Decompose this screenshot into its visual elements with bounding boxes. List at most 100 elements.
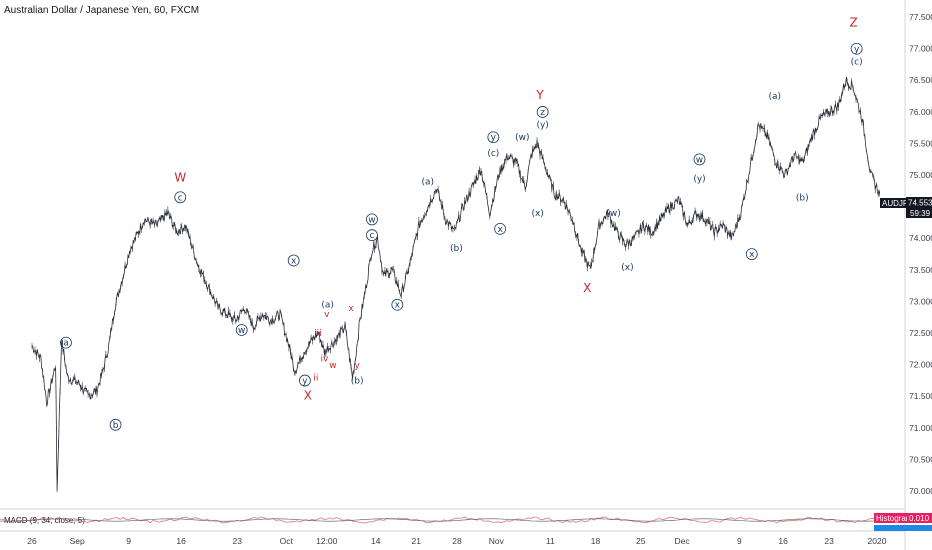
wave-label-text: y [491, 133, 497, 143]
wave-label: w [693, 153, 706, 166]
price-series [31, 77, 881, 493]
wave-label: a [60, 336, 72, 349]
wave-label-text: x [291, 256, 297, 266]
histogram-label: Histogram [876, 514, 913, 523]
symbol-tag: AUDJPY [882, 199, 914, 208]
wave-label: (b) [450, 244, 463, 254]
wave-circle [693, 153, 706, 166]
time-axis[interactable]: 26 Sep 9 16 23 Oct 12:00 14 21 28 Nov 11 18 25 Dec 9 16 2… [27, 536, 886, 546]
last-price-value: 74.553 [908, 199, 932, 208]
y-tick-label: 71.500 [909, 391, 932, 401]
y-tick-label: 75.000 [909, 170, 932, 180]
wave-label-text: (w) [515, 133, 529, 143]
wave-label: (c) [487, 149, 499, 159]
wave-label: (y) [693, 174, 705, 184]
x-tick-label: 23 [824, 536, 834, 546]
wave-label-text: (b) [351, 377, 364, 387]
wave-label: z [536, 106, 549, 118]
wave-label: Y [535, 88, 544, 102]
wave-circle [366, 229, 378, 242]
wave-label: y [299, 374, 311, 387]
x-tick-label: 11 [546, 536, 555, 546]
x-tick-label: 28 [452, 536, 462, 546]
wave-label-text: (y) [693, 174, 705, 184]
x-tick-label: 2020 [868, 536, 887, 546]
wave-label-text: c [178, 193, 183, 203]
wave-label-text: y [355, 361, 361, 371]
wave-circle [745, 248, 758, 261]
wave-circle [536, 106, 549, 118]
bar-countdown: 59:39 [910, 209, 931, 218]
wave-label-text: X [304, 388, 312, 402]
wave-label-text: (b) [796, 193, 809, 203]
y-tick-label: 73.500 [909, 265, 932, 275]
histogram-value-box [907, 513, 932, 523]
wave-label-text: y [854, 45, 860, 55]
wave-label-text: (x) [531, 209, 543, 219]
x-tick-label: 21 [412, 536, 422, 546]
wave-label: (b) [796, 193, 809, 203]
wave-label: y [850, 42, 863, 55]
wave-circle [391, 298, 404, 311]
wave-label-text: Z [850, 15, 858, 29]
x-tick-label: Nov [489, 536, 505, 546]
wave-label: w [235, 324, 248, 336]
wave-label: y [487, 131, 500, 143]
y-tick-label: 75.500 [909, 138, 932, 148]
wave-label: X [583, 281, 591, 295]
wave-circle [60, 336, 72, 349]
wave-label: Z [850, 15, 858, 29]
histogram-value: 0.010 [909, 514, 930, 523]
x-tick-label: 18 [591, 536, 601, 546]
wave-label: (x) [531, 209, 543, 219]
wave-label-text: w [368, 215, 375, 225]
macd-pane: MACD (9, 34, close, 5) Histogram 0.010 [0, 513, 932, 531]
y-tick-label: 73.000 [909, 296, 932, 306]
wave-label-text: w [238, 326, 245, 336]
y-tick-label: 74.000 [909, 233, 932, 243]
wave-label-text: x [497, 225, 503, 235]
wave-label-text: y [302, 377, 308, 387]
wave-label-text: Y [535, 88, 544, 102]
y-tick-label: 76.500 [909, 75, 932, 85]
wave-label-text: x [395, 301, 401, 311]
x-tick-label: Sep [70, 536, 85, 546]
wave-label: iii [314, 329, 322, 339]
x-tick-label: 23 [233, 536, 243, 546]
wave-label: w [329, 361, 336, 371]
wave-label: x [494, 222, 507, 235]
y-tick-label: 71.000 [909, 423, 932, 433]
wave-label-text: x [348, 304, 354, 314]
y-tick-label: 72.500 [909, 328, 932, 338]
wave-label-text: w [696, 155, 703, 165]
wave-label: (x) [621, 263, 633, 273]
x-tick-label: 12:00 [316, 536, 338, 546]
wave-label: w [366, 213, 378, 226]
wave-circle [494, 222, 507, 235]
wave-label: x [287, 254, 300, 267]
wave-circle [850, 42, 863, 55]
wave-label-text: iii [314, 329, 322, 339]
wave-label-text: z [540, 108, 545, 118]
wave-label: (w) [606, 209, 620, 219]
wave-label: iv [320, 354, 329, 364]
last-price-tag: AUDJPY 74.553 59:39 [880, 197, 932, 218]
wave-label: (w) [515, 133, 529, 143]
x-tick-label: 25 [636, 536, 646, 546]
x-tick-label: 9 [737, 536, 742, 546]
wave-circle [366, 213, 378, 226]
wave-label-text: (a) [421, 177, 434, 187]
wave-circle [287, 254, 300, 267]
wave-label: ii [313, 373, 318, 383]
wave-label: v [324, 310, 330, 320]
macd-signal-line [0, 518, 904, 522]
y-tick-label: 70.000 [909, 486, 932, 496]
wave-label-text: v [324, 310, 330, 320]
macd-value-box [907, 525, 932, 531]
wave-label-text: w [329, 361, 336, 371]
x-tick-label: 16 [778, 536, 788, 546]
wave-circle [174, 191, 187, 204]
